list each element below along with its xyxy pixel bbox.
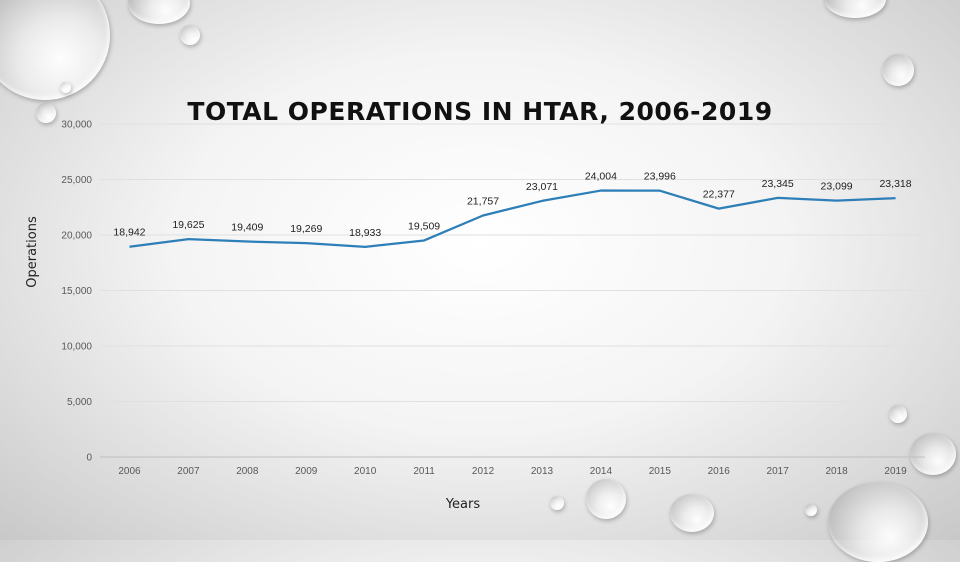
y-tick-label: 0 xyxy=(86,453,92,464)
data-label: 21,757 xyxy=(467,195,499,207)
x-tick-label: 2008 xyxy=(236,466,259,477)
y-tick-label: 10,000 xyxy=(61,342,92,353)
data-label: 18,933 xyxy=(349,227,381,239)
water-drop-decoration xyxy=(882,54,914,86)
x-axis-title: Years xyxy=(445,497,481,512)
x-tick-label: 2011 xyxy=(413,466,435,477)
x-tick-label: 2019 xyxy=(884,466,907,477)
y-tick-label: 15,000 xyxy=(61,286,92,297)
x-tick-label: 2006 xyxy=(118,466,141,477)
x-tick-label: 2009 xyxy=(295,466,318,477)
data-label: 23,345 xyxy=(762,178,794,190)
grid xyxy=(100,123,925,458)
y-tick-label: 25,000 xyxy=(61,175,92,186)
data-label: 19,409 xyxy=(231,222,263,234)
y-axis-ticks: 0 5,000 10,000 15,000 20,000 25,000 30,000 xyxy=(61,120,92,464)
water-drop-decoration xyxy=(586,479,626,519)
data-label: 19,269 xyxy=(290,223,322,235)
data-label: 18,942 xyxy=(113,227,145,239)
x-tick-label: 2013 xyxy=(531,466,554,477)
data-label: 22,377 xyxy=(703,189,735,201)
water-drop-decoration xyxy=(180,25,200,45)
x-tick-label: 2017 xyxy=(767,466,790,477)
x-tick-label: 2018 xyxy=(825,466,848,477)
data-label: 23,099 xyxy=(821,181,853,193)
water-drop-decoration xyxy=(889,405,907,423)
data-label: 23,318 xyxy=(879,178,911,190)
y-axis-title: Operations xyxy=(25,216,40,288)
line-chart: TOTAL OPERATIONS IN HTAR, 2006-2019 0 5,0… xyxy=(25,97,925,512)
data-label: 19,509 xyxy=(408,220,440,232)
x-axis-ticks: 2006 2007 2008 2009 2010 2011 2012 2013 2014 2015… xyxy=(118,466,907,477)
x-tick-label: 2012 xyxy=(472,466,495,477)
water-drop-decoration xyxy=(910,433,956,475)
water-drop-decoration xyxy=(805,504,817,516)
water-drop-decoration xyxy=(670,494,714,532)
water-drop-decoration xyxy=(550,496,564,510)
water-drop-decoration xyxy=(36,103,56,123)
x-tick-label: 2014 xyxy=(590,466,613,477)
x-tick-label: 2016 xyxy=(708,466,731,477)
y-tick-label: 5,000 xyxy=(67,397,92,408)
x-tick-label: 2010 xyxy=(354,466,377,477)
chart-title: TOTAL OPERATIONS IN HTAR, 2006-2019 xyxy=(187,97,772,126)
data-label: 23,996 xyxy=(644,171,676,183)
x-tick-label: 2015 xyxy=(649,466,672,477)
water-drop-decoration xyxy=(824,0,886,18)
data-label: 23,071 xyxy=(526,181,558,193)
y-tick-label: 30,000 xyxy=(61,120,92,131)
series-line xyxy=(129,189,896,248)
series-layer xyxy=(129,189,896,248)
data-label: 24,004 xyxy=(585,171,617,183)
y-tick-label: 20,000 xyxy=(61,231,92,242)
x-tick-label: 2007 xyxy=(177,466,200,477)
data-labels: 18,942 19,625 19,409 19,269 18,933 19,509 21,7… xyxy=(113,171,911,239)
water-drop-decoration xyxy=(60,82,71,93)
data-label: 19,625 xyxy=(172,219,204,231)
